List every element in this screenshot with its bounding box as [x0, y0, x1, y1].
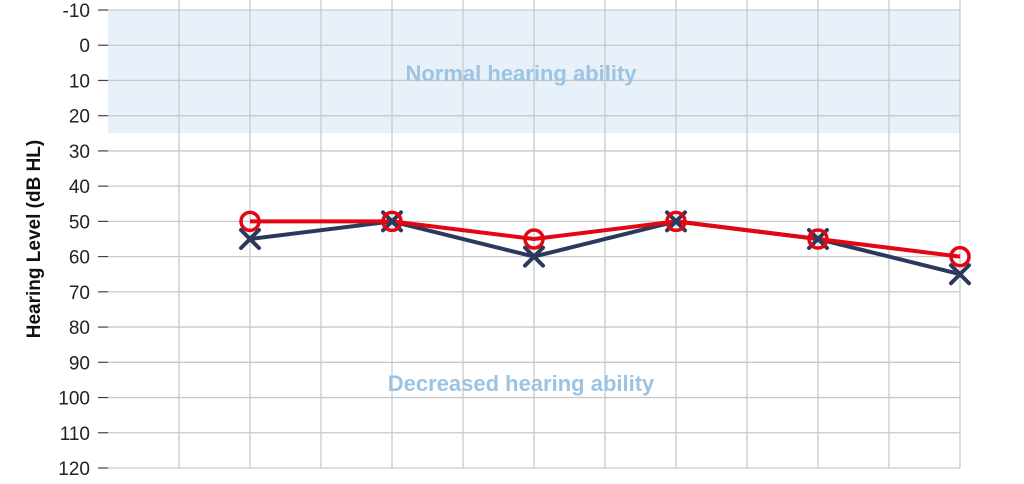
- y-tick-label: 0: [79, 36, 90, 57]
- y-tick-label: 120: [58, 459, 90, 480]
- circle-marker: [949, 245, 971, 268]
- circle-marker: [523, 228, 545, 250]
- zone-labels: Normal hearing ability Decreased hearing…: [388, 61, 655, 396]
- cross-stroke: [239, 228, 261, 250]
- circle-marker: [807, 228, 829, 250]
- series-line-cross: [249, 219, 961, 277]
- y-tick-label: 80: [69, 318, 90, 339]
- cross-marker: [239, 228, 261, 250]
- y-tick-label: 70: [69, 283, 90, 304]
- circle-marker: [665, 210, 687, 233]
- zone-label-normal: Normal hearing ability: [405, 61, 637, 86]
- y-tick-label: 90: [69, 353, 90, 374]
- cross-marker: [949, 263, 971, 286]
- y-tick-label: 20: [69, 107, 90, 128]
- y-tick-label: 110: [60, 424, 90, 445]
- series-line-circle: [250, 219, 961, 259]
- cross-stroke: [523, 245, 545, 268]
- cross-marker: [523, 245, 545, 268]
- y-axis-title: Hearing Level (dB HL): [24, 140, 45, 338]
- series: [239, 210, 971, 286]
- circle-marker: [381, 210, 403, 233]
- circle-marker: [239, 210, 261, 233]
- y-tick-label: 40: [69, 177, 90, 198]
- y-tick-label: 100: [58, 389, 90, 410]
- y-tick-label: 30: [69, 142, 90, 163]
- y-tick-label: 50: [69, 212, 90, 233]
- y-axis: -10 0 10 20 30 40 50 60 70 80 90 100 110 120: [58, 1, 108, 480]
- y-tick-label: 10: [69, 71, 90, 92]
- cross-stroke: [949, 263, 971, 286]
- y-tick-label: 60: [69, 248, 90, 269]
- zone-label-decreased: Decreased hearing ability: [388, 371, 655, 396]
- y-tick-label: -10: [63, 1, 90, 22]
